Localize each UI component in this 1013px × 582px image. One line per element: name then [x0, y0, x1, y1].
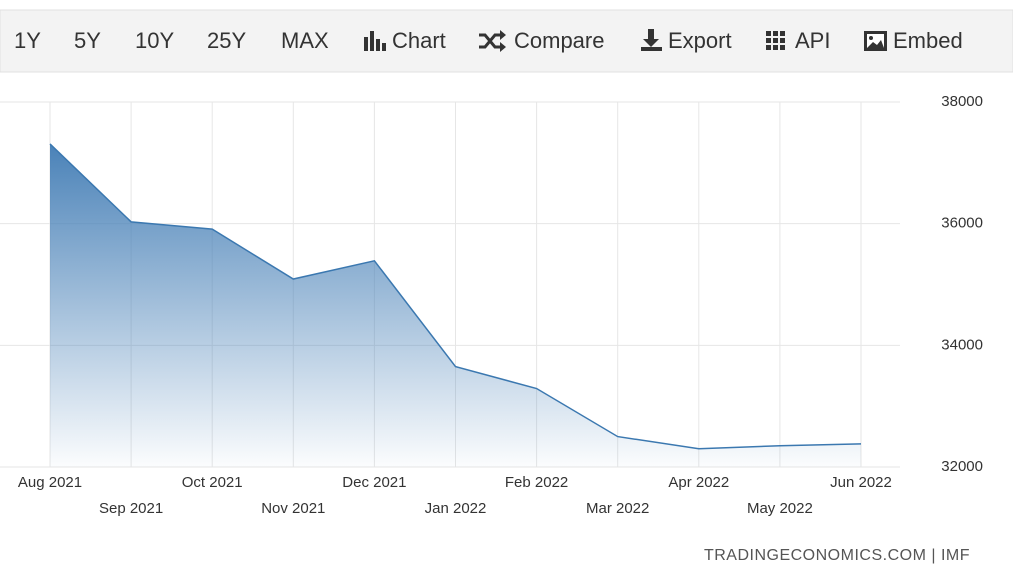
y-tick-label: 34000: [941, 336, 983, 353]
chart-icon: [364, 31, 386, 51]
x-tick-label: Nov 2021: [261, 500, 325, 517]
toolbar-button[interactable]: Chart: [392, 28, 446, 53]
source: TRADINGECONOMICS.COM | IMF: [704, 547, 970, 564]
toolbar: [0, 9, 1013, 73]
toolbar-button[interactable]: API: [795, 28, 830, 53]
compare-icon: [479, 30, 506, 52]
x-tick-label: Aug 2021: [18, 474, 82, 491]
api-icon: [766, 31, 785, 50]
toolbar-icons: [364, 29, 887, 52]
y-tick-label: 32000: [941, 458, 983, 475]
x-tick-label: Sep 2021: [99, 500, 163, 517]
export-icon: [641, 29, 662, 51]
toolbar-button[interactable]: 25Y: [207, 28, 246, 53]
x-tick-label: Jan 2022: [425, 500, 487, 517]
y-tick-label: 38000: [941, 93, 983, 110]
toolbar-button[interactable]: 10Y: [135, 28, 174, 53]
x-tick-label: May 2022: [747, 500, 813, 517]
embed-icon: [864, 31, 887, 51]
x-tick-label: Oct 2021: [182, 474, 243, 491]
x-tick-label: Mar 2022: [586, 500, 649, 517]
x-tick-label: Feb 2022: [505, 474, 568, 491]
toolbar-button[interactable]: 1Y: [14, 28, 41, 53]
toolbar-button[interactable]: Embed: [893, 28, 963, 53]
toolbar-button[interactable]: Compare: [514, 28, 604, 53]
y-tick-label: 36000: [941, 215, 983, 232]
line: [49, 143, 862, 450]
toolbar-button[interactable]: Export: [668, 28, 732, 53]
x-tick-label: Jun 2022: [830, 474, 892, 491]
x-tick-label: Dec 2021: [342, 474, 406, 491]
area: [50, 143, 861, 467]
toolbar-button[interactable]: MAX: [281, 28, 329, 53]
x-tick-label: Apr 2022: [668, 474, 729, 491]
toolbar-button[interactable]: 5Y: [74, 28, 101, 53]
